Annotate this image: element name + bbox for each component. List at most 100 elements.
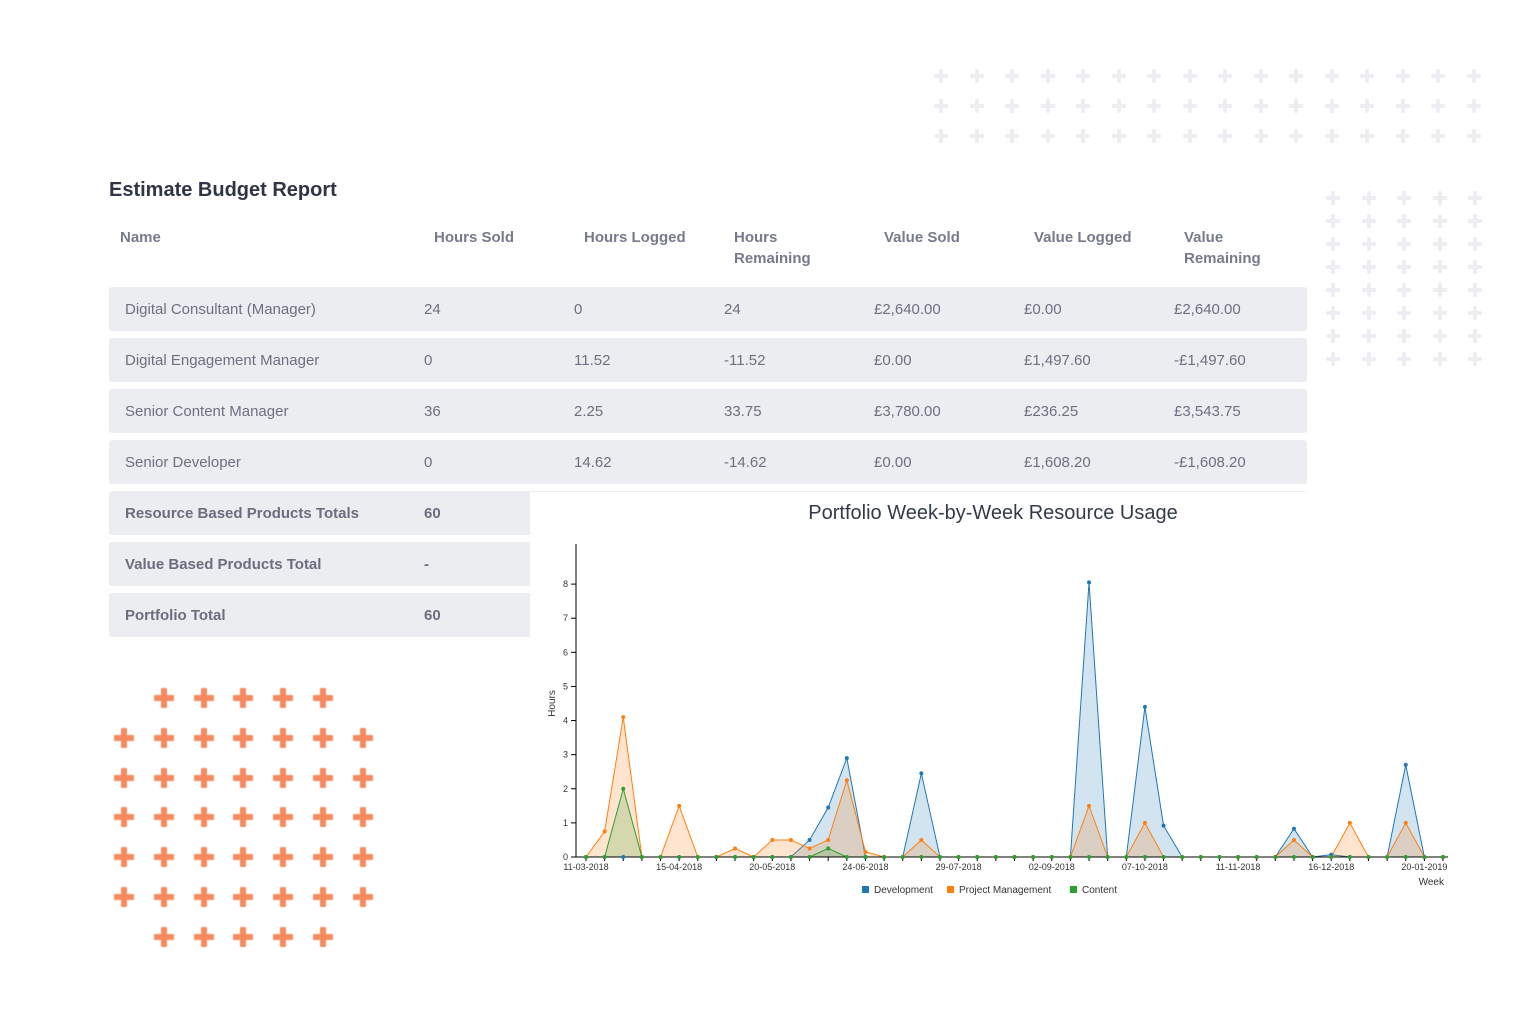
- data-point: [1291, 837, 1296, 842]
- plus-decoration-icon: [1397, 329, 1411, 343]
- data-point: [677, 803, 682, 808]
- data-point: [1180, 855, 1185, 859]
- x-tick-label: 29-07-2018: [936, 862, 982, 872]
- table-cell: £1,608.20: [1024, 453, 1091, 471]
- data-point: [584, 855, 588, 859]
- data-point: [1273, 855, 1278, 859]
- data-point: [956, 855, 961, 859]
- plus-decoration-icon: [193, 727, 214, 748]
- plus-decoration-icon: [1432, 306, 1447, 320]
- plus-decoration-icon: [1360, 99, 1374, 113]
- plus-decoration-icon: [1111, 129, 1126, 143]
- data-point: [863, 849, 868, 854]
- plus-decoration-icon: [1395, 129, 1410, 143]
- decorative-pattern-right: [1326, 191, 1489, 366]
- plus-decoration-icon: [934, 129, 948, 143]
- plus-decoration-icon: [1218, 99, 1232, 113]
- data-point: [807, 855, 812, 859]
- data-point: [1161, 823, 1166, 828]
- decorative-pattern-top: [934, 69, 1488, 143]
- table-cell: 0: [424, 351, 433, 369]
- data-point: [844, 855, 849, 859]
- plus-decoration-icon: [193, 847, 214, 868]
- x-tick-label: 24-06-2018: [842, 862, 888, 872]
- data-point: [1329, 855, 1334, 859]
- data-point: [621, 786, 626, 791]
- plus-decoration-icon: [1076, 99, 1090, 113]
- data-point: [1124, 855, 1129, 859]
- plus-decoration-icon: [1005, 99, 1019, 113]
- plus-decoration-icon: [1253, 99, 1268, 113]
- plus-decoration-icon: [1468, 214, 1482, 228]
- data-point: [1161, 855, 1166, 859]
- plus-decoration-icon: [1466, 99, 1481, 113]
- plus-decoration-icon: [1360, 69, 1374, 83]
- y-axis-title: Hours: [547, 690, 558, 717]
- table-row: Digital Engagement Manager 0 11.52 -11.52 £0…: [109, 338, 1307, 382]
- plus-decoration-icon: [1361, 283, 1376, 297]
- plus-decoration-icon: [1326, 260, 1340, 274]
- plus-decoration-icon: [1468, 283, 1482, 297]
- plus-decoration-icon: [193, 767, 214, 788]
- plus-decoration-icon: [312, 688, 333, 708]
- data-point: [863, 855, 868, 859]
- legend-label: Content: [1082, 885, 1117, 896]
- plus-decoration-icon: [1361, 214, 1376, 228]
- plus-decoration-icon: [1361, 329, 1376, 343]
- table-cell: £2,640.00: [1174, 300, 1241, 318]
- plus-decoration-icon: [1182, 99, 1197, 113]
- report-title: Estimate Budget Report: [109, 179, 337, 201]
- plus-decoration-icon: [1361, 260, 1376, 274]
- x-tick-label: 11-11-2018: [1216, 862, 1261, 872]
- plus-decoration-icon: [1397, 306, 1411, 320]
- plus-decoration-icon: [1397, 191, 1411, 205]
- data-point: [621, 855, 626, 859]
- plus-decoration-icon: [193, 688, 214, 708]
- plus-decoration-icon: [153, 926, 174, 947]
- totals-value: 60: [424, 504, 441, 522]
- table-cell: Digital Consultant (Manager): [125, 300, 316, 318]
- totals-label: Value Based Products Total: [125, 555, 322, 573]
- data-point: [714, 855, 719, 859]
- plus-decoration-icon: [1397, 214, 1411, 228]
- data-point: [788, 837, 793, 842]
- data-point: [1031, 855, 1036, 859]
- plus-decoration-icon: [193, 886, 214, 907]
- plus-decoration-icon: [1040, 129, 1055, 143]
- plus-decoration-icon: [1289, 129, 1303, 143]
- data-point: [695, 855, 700, 859]
- table-body: Digital Consultant (Manager) 24 0 24 £2,640.…: [109, 287, 1307, 484]
- totals-value: -: [424, 555, 429, 573]
- data-point: [733, 846, 738, 851]
- data-point: [1366, 855, 1371, 859]
- data-point: [826, 846, 831, 851]
- plus-decoration-icon: [934, 69, 948, 83]
- plus-decoration-icon: [1253, 69, 1268, 83]
- y-tick-label: 5: [563, 681, 568, 691]
- plus-decoration-icon: [1289, 99, 1303, 113]
- legend-label: Project Management: [959, 885, 1051, 896]
- table-cell: -11.52: [724, 351, 766, 369]
- plus-decoration-icon: [1326, 306, 1340, 320]
- chart-canvas: 0 1 2 3 4 5 6 7 8 11-03-2018 15-04-2018 20-05-2018 2…: [547, 544, 1448, 896]
- x-tick-label: 02-09-2018: [1029, 862, 1075, 872]
- plus-decoration-icon: [1395, 99, 1410, 113]
- plus-decoration-icon: [1326, 329, 1340, 343]
- plus-decoration-icon: [233, 767, 254, 788]
- data-point: [677, 855, 682, 859]
- totals-label: Resource Based Products Totals: [125, 504, 359, 522]
- plus-decoration-icon: [1468, 237, 1482, 251]
- table-cell: £0.00: [874, 351, 912, 369]
- plus-decoration-icon: [1466, 129, 1481, 143]
- data-point: [1403, 820, 1408, 825]
- table-cell: Digital Engagement Manager: [125, 351, 320, 369]
- data-point: [770, 855, 775, 859]
- data-point: [602, 855, 607, 859]
- plus-decoration-icon: [1289, 69, 1303, 83]
- table-cell: 24: [424, 300, 441, 318]
- table-cell: 14.62: [574, 453, 612, 471]
- table-cell: -£1,608.20: [1174, 453, 1246, 471]
- plus-decoration-icon: [1360, 129, 1374, 143]
- column-header-value-remaining: Value Remaining: [1184, 229, 1261, 267]
- column-header-value-sold: Value Sold: [884, 229, 960, 246]
